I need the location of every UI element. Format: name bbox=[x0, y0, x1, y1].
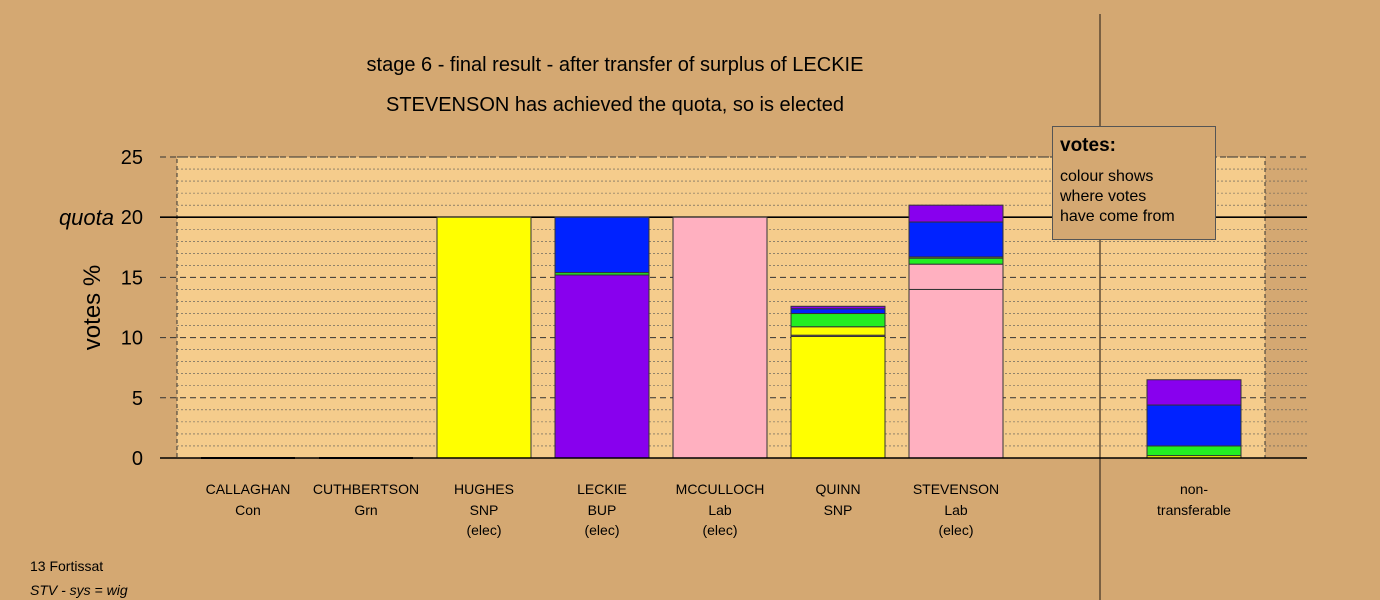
candidate-party: Lab bbox=[944, 502, 968, 518]
chart-subtitle: STEVENSON has achieved the quota, so is … bbox=[385, 94, 845, 116]
y-axis-label: votes % bbox=[79, 265, 106, 350]
bar-segment bbox=[790, 308, 886, 315]
candidate-party: Grn bbox=[354, 502, 377, 518]
candidate-party: Con bbox=[235, 502, 261, 518]
candidate-name: STEVENSON bbox=[913, 481, 999, 497]
bar-segment bbox=[790, 313, 886, 328]
y-tick-label: 5 bbox=[132, 388, 143, 410]
legend-line: where votes bbox=[1060, 188, 1147, 205]
y-tick-label: 10 bbox=[121, 328, 143, 350]
y-tick-label: 0 bbox=[132, 448, 143, 470]
nontransferable-bar-segment bbox=[1146, 404, 1242, 447]
nontransferable-bar-segment bbox=[1146, 379, 1242, 406]
bar-segment bbox=[672, 216, 768, 459]
y-tick-label: 25 bbox=[121, 147, 143, 169]
bar-segment bbox=[554, 216, 650, 274]
candidate-name: LECKIE bbox=[577, 481, 627, 497]
bar-segment bbox=[790, 326, 886, 336]
legend-line: colour shows bbox=[1060, 168, 1154, 185]
bar-segment bbox=[908, 263, 1004, 290]
bar-segment bbox=[790, 305, 886, 310]
candidate-party: BUP bbox=[588, 502, 617, 518]
chart-title: stage 6 - final result - after transfer … bbox=[366, 54, 864, 76]
bar-segment bbox=[908, 221, 1004, 258]
bar-segment bbox=[908, 204, 1004, 223]
candidate-party: SNP bbox=[824, 502, 853, 518]
legend-title: votes: bbox=[1060, 135, 1116, 156]
legend-line: have come from bbox=[1060, 208, 1175, 225]
quota-label: quota bbox=[59, 205, 114, 230]
bar-segment bbox=[790, 335, 886, 459]
bar-segment bbox=[554, 274, 650, 459]
nontransferable-label: transferable bbox=[1157, 502, 1231, 518]
bar-segment bbox=[908, 288, 1004, 459]
candidate-name: HUGHES bbox=[454, 481, 514, 497]
bar-segment bbox=[436, 216, 532, 459]
footer-ward: 13 Fortissat bbox=[30, 558, 104, 574]
legend-box: votes: colour shows where votes have com… bbox=[1052, 126, 1216, 240]
candidate-status: (elec) bbox=[466, 522, 501, 538]
candidate-name: CALLAGHAN bbox=[206, 481, 291, 497]
candidate-name: CUTHBERTSON bbox=[313, 481, 419, 497]
candidate-status: (elec) bbox=[702, 522, 737, 538]
nontransferable-label: non- bbox=[1180, 481, 1208, 497]
candidate-party: SNP bbox=[470, 502, 499, 518]
y-tick-label: 20 bbox=[121, 207, 143, 229]
candidate-name: MCCULLOCH bbox=[676, 481, 765, 497]
bar-segment bbox=[908, 257, 1004, 265]
footer-system: STV - sys = wig bbox=[30, 582, 128, 598]
candidate-status: (elec) bbox=[938, 522, 973, 538]
nontransferable-bar-segment bbox=[1146, 445, 1242, 457]
candidate-name: QUINN bbox=[815, 481, 860, 497]
y-tick-label: 15 bbox=[121, 267, 143, 289]
candidate-party: Lab bbox=[708, 502, 732, 518]
candidate-status: (elec) bbox=[584, 522, 619, 538]
